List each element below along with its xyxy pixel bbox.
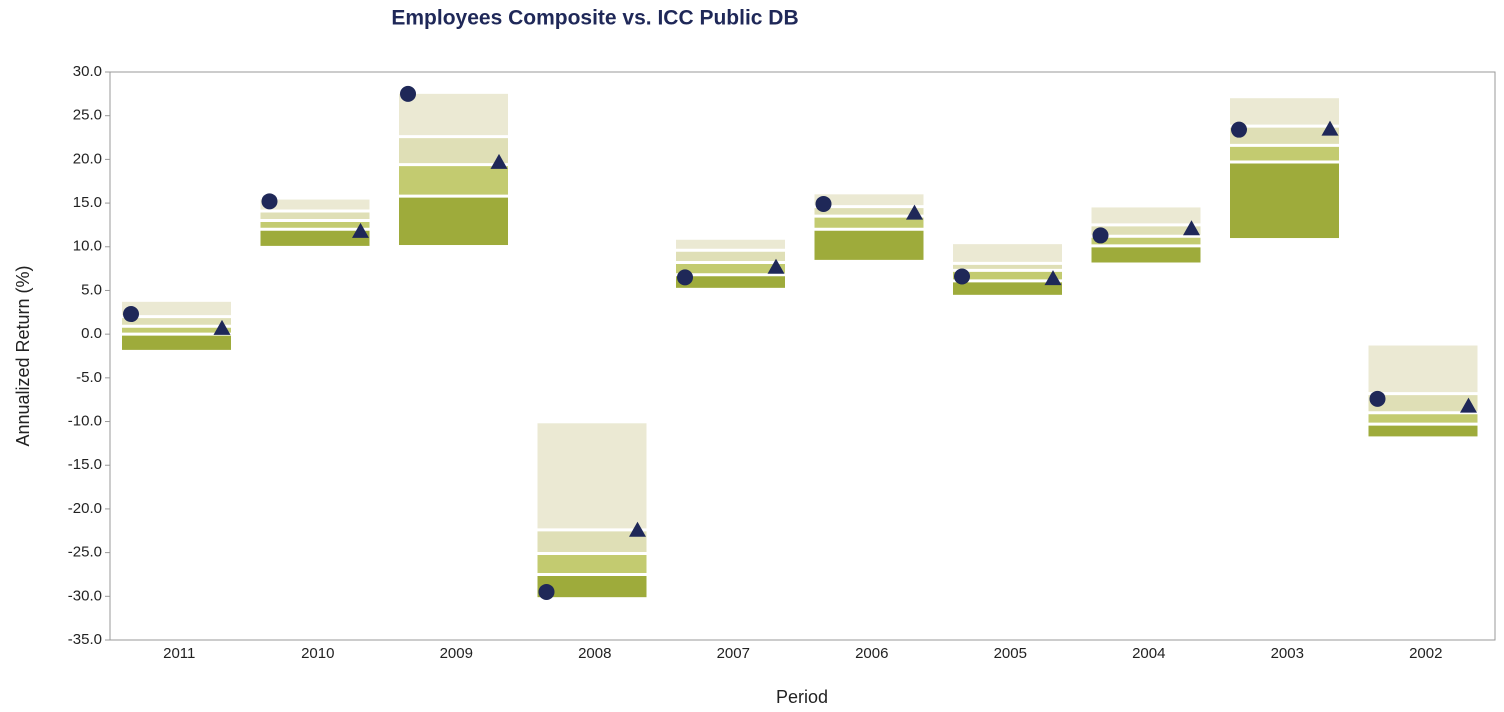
triangle-marker [1321, 120, 1339, 136]
triangle-marker [1183, 220, 1200, 236]
triangle-marker [213, 319, 231, 335]
y-tick-label: 25.0 [73, 107, 102, 124]
range-band [537, 529, 647, 554]
y-tick-label: 15.0 [73, 194, 102, 211]
y-tick-label: -30.0 [68, 587, 102, 604]
range-band [260, 199, 370, 211]
range-band [953, 280, 1062, 295]
x-tick-label: 2002 [1409, 645, 1442, 662]
range-band [537, 553, 647, 575]
range-band [814, 194, 924, 207]
triangle-marker [767, 258, 785, 274]
range-band [1230, 126, 1339, 146]
plot-frame [109, 71, 1496, 641]
range-band [676, 274, 785, 288]
x-tick-label: 2004 [1132, 645, 1165, 662]
range-band [122, 326, 231, 335]
y-tick-label: -25.0 [68, 544, 102, 561]
range-band [814, 206, 924, 217]
range-band [1091, 207, 1201, 225]
circle-marker [815, 195, 832, 212]
range-band [122, 301, 231, 317]
circle-marker [1092, 227, 1109, 244]
y-tick-label: 20.0 [73, 150, 102, 167]
x-tick-label: 2008 [578, 645, 611, 662]
triangle-marker [1044, 270, 1062, 286]
triangle-marker [352, 222, 369, 238]
y-tick-label: -35.0 [68, 631, 102, 648]
y-tick-label: -10.0 [68, 413, 102, 430]
range-band [953, 263, 1062, 271]
range-band [1091, 224, 1201, 237]
range-band [399, 93, 508, 137]
range-band [1368, 345, 1478, 394]
range-band [260, 210, 370, 221]
range-band [122, 316, 231, 327]
circle-marker [538, 583, 555, 600]
x-tick-label: 2007 [717, 645, 750, 662]
circle-marker [677, 269, 693, 286]
x-tick-label: 2003 [1271, 645, 1304, 662]
range-band [260, 229, 370, 246]
range-band [953, 244, 1062, 264]
range-band [122, 334, 231, 350]
range-band [1091, 245, 1201, 263]
x-tick-label: 2005 [994, 645, 1027, 662]
circle-marker [261, 193, 278, 210]
y-tick-label: -5.0 [76, 369, 102, 386]
y-tick-label: 10.0 [73, 238, 102, 255]
range-band [814, 229, 924, 260]
triangle-marker [490, 153, 508, 169]
range-band [399, 164, 508, 197]
x-tick-label: 2006 [855, 645, 888, 662]
range-band [676, 250, 785, 263]
triangle-marker [906, 204, 923, 220]
range-band [537, 574, 647, 598]
range-band [676, 239, 785, 251]
triangle-marker [629, 521, 646, 537]
y-tick-label: 30.0 [73, 63, 102, 80]
range-band [399, 136, 508, 165]
y-tick-label: 0.0 [81, 325, 102, 342]
chart-title: Employees Composite vs. ICC Public DB [391, 7, 798, 30]
circle-marker [954, 268, 970, 285]
range-band [537, 423, 647, 530]
range-band [1230, 162, 1339, 239]
circle-marker [400, 85, 416, 102]
range-band [953, 270, 1062, 281]
y-tick-label: 5.0 [81, 281, 102, 298]
circle-marker [1369, 390, 1386, 407]
range-band [1230, 98, 1339, 127]
x-axis-title: Period [776, 687, 828, 707]
range-band [1091, 236, 1201, 246]
y-tick-label: -15.0 [68, 456, 102, 473]
x-tick-label: 2011 [163, 645, 195, 662]
x-tick-label: 2010 [301, 645, 334, 662]
circle-marker [1231, 121, 1247, 138]
range-band [260, 220, 370, 230]
range-band [814, 216, 924, 230]
range-band [1368, 424, 1478, 437]
range-band [1368, 393, 1478, 413]
range-band [1368, 412, 1478, 425]
range-band [676, 262, 785, 275]
x-tick-label: 2009 [440, 645, 473, 662]
range-band [399, 196, 508, 246]
y-tick-label: -20.0 [68, 500, 102, 517]
circle-marker [123, 306, 139, 323]
y-axis-title: Annualized Return (%) [13, 265, 33, 446]
triangle-marker [1460, 397, 1477, 413]
range-band [1230, 145, 1339, 163]
